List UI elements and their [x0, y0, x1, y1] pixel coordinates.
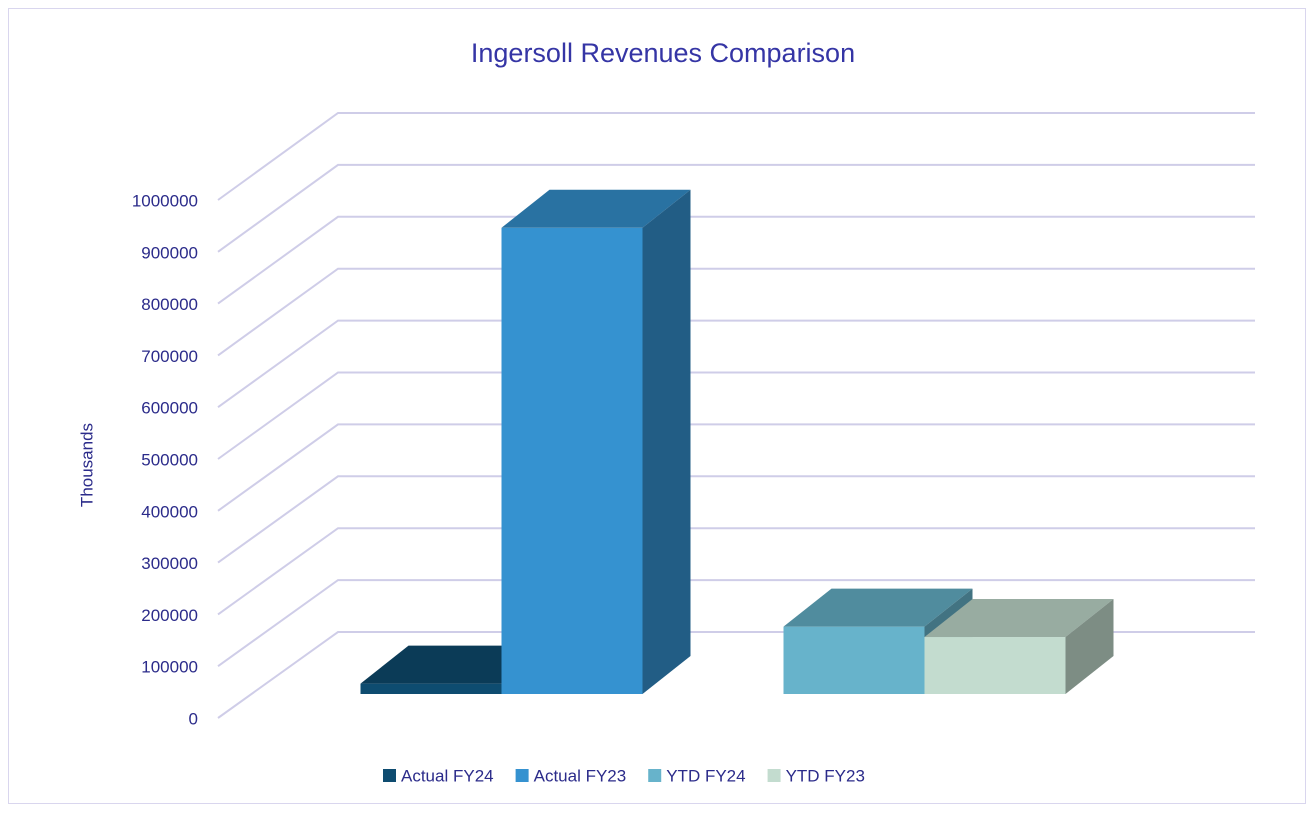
y-tick-label: 300000 [141, 554, 198, 573]
y-tick-label: 400000 [141, 502, 198, 521]
bar-top [924, 599, 1114, 638]
grid-line [217, 423, 1255, 512]
bar-side [642, 189, 691, 695]
y-tick-label: 500000 [141, 450, 198, 469]
y-tick-label: 700000 [141, 347, 198, 366]
grid-line [217, 267, 1255, 357]
grid-line [217, 319, 1255, 409]
y-tick-label: 900000 [141, 243, 198, 262]
legend-label: YTD FY23 [786, 766, 865, 785]
legend-swatch [383, 769, 396, 782]
bar [924, 637, 1066, 694]
grid-line [217, 371, 1255, 460]
y-tick-label: 200000 [141, 606, 198, 625]
legend-label: Actual FY24 [401, 766, 494, 785]
grid-line [217, 527, 1255, 616]
bar [501, 227, 643, 695]
grid-line [217, 163, 1255, 253]
grid-line [217, 112, 1255, 201]
bar [360, 683, 502, 694]
legend-swatch [648, 769, 662, 782]
legend-label: Actual FY23 [534, 766, 627, 785]
bar-side [1065, 599, 1114, 694]
y-tick-label: 600000 [141, 399, 198, 418]
y-tick-label: 0 [189, 709, 198, 728]
bar [783, 626, 925, 694]
bar-top [501, 189, 691, 228]
grid-line [217, 215, 1255, 305]
grid-line [217, 475, 1255, 564]
legend-label: YTD FY24 [666, 766, 745, 785]
legend-swatch [515, 769, 529, 782]
y-tick-label: 800000 [141, 295, 198, 314]
legend-swatch [767, 769, 781, 782]
bar-top [783, 588, 973, 627]
grid-line [217, 579, 1255, 668]
chart-title: Ingersoll Revenues Comparison [471, 38, 855, 68]
y-tick-label: 100000 [141, 658, 198, 677]
y-axis-label: Thousands [77, 423, 96, 507]
y-tick-label: 1000000 [132, 191, 198, 210]
